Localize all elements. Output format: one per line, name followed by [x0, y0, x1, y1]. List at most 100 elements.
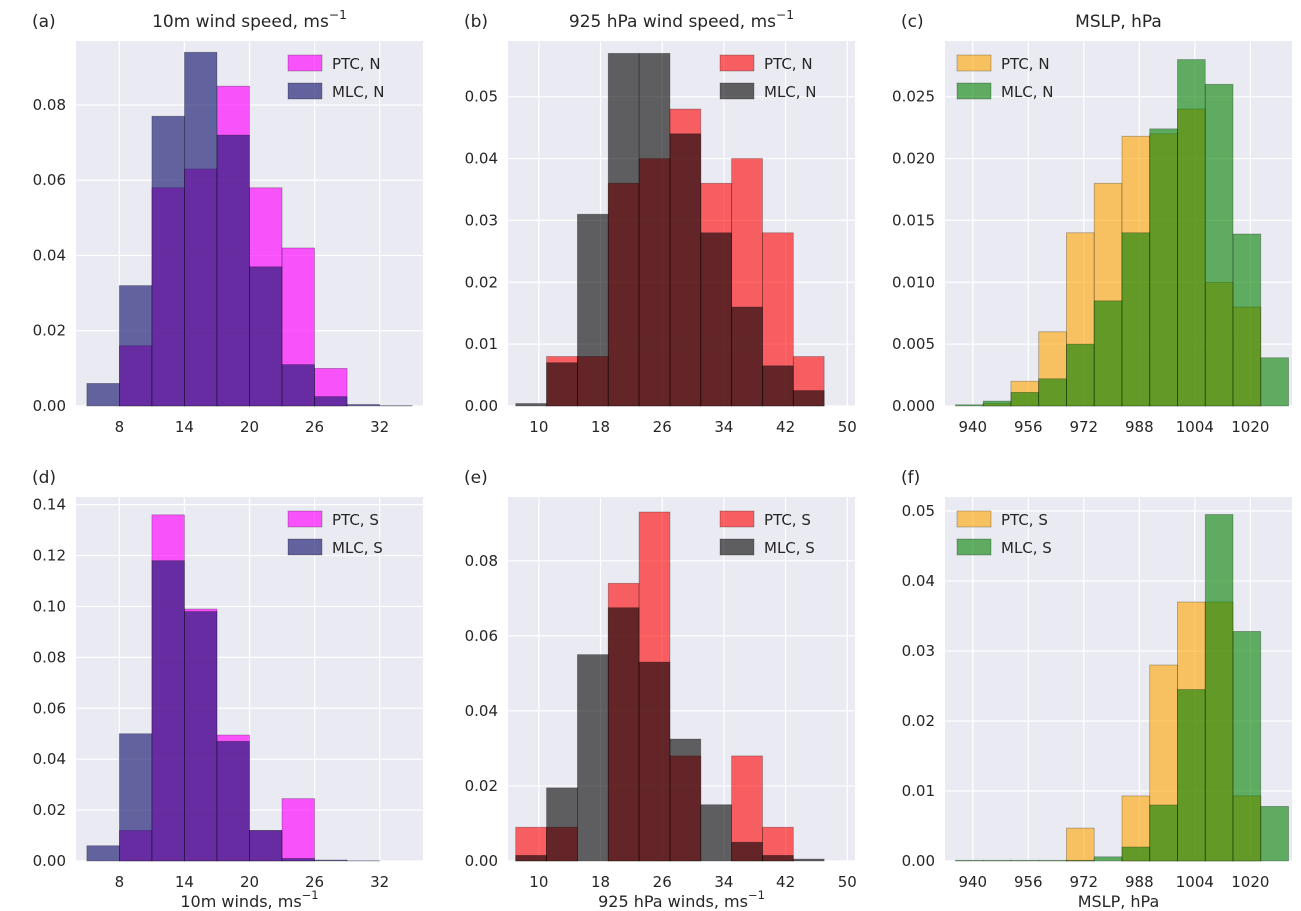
- histogram-bar: [216, 134, 250, 407]
- x-tick-label: 956: [1014, 418, 1043, 436]
- y-tick-label: 0.04: [465, 702, 498, 720]
- x-tick-label: 18: [591, 418, 610, 436]
- histogram-bar: [281, 858, 315, 862]
- y-tick-label: 0.02: [902, 712, 935, 730]
- panel-label: (e): [464, 468, 488, 488]
- panel-title: 10m wind speed, ms−1: [152, 8, 347, 32]
- histogram-bar: [669, 738, 702, 862]
- x-tick-label: 988: [1125, 873, 1154, 891]
- x-axis-label: 10m winds, ms−1: [180, 888, 318, 911]
- y-tick-label: 0.03: [902, 642, 935, 660]
- x-axis-label-text: 10m winds, ms: [180, 892, 301, 911]
- x-tick-label: 940: [958, 418, 987, 436]
- legend-swatch: [719, 538, 755, 556]
- legend-label: MLC, S: [1001, 539, 1052, 557]
- histogram-bar: [216, 740, 250, 862]
- legend-swatch: [287, 538, 323, 556]
- y-tick-label: 0.14: [33, 496, 66, 514]
- y-tick-label: 0.005: [892, 335, 935, 353]
- x-tick-label: 34: [714, 418, 733, 436]
- x-tick-label: 956: [1014, 873, 1043, 891]
- x-tick-label: 34: [714, 873, 733, 891]
- y-tick-label: 0.08: [33, 648, 66, 666]
- histogram-bar: [184, 611, 218, 862]
- legend-label: PTC, S: [1001, 511, 1048, 529]
- histogram-bar: [1038, 378, 1067, 407]
- histogram-bar: [515, 403, 547, 407]
- y-tick-label: 0.04: [33, 750, 66, 768]
- panel-f: 940 956 972 988 1004 1020 0.00 0.01 0.02 0.03 0.04…: [901, 468, 1292, 911]
- legend-swatch: [956, 538, 992, 556]
- y-tick-label: 0.00: [465, 397, 498, 415]
- histogram-bar: [1149, 128, 1178, 407]
- x-tick-label: 18: [591, 873, 610, 891]
- y-tick-label: 0.02: [465, 777, 498, 795]
- histogram-bar: [700, 804, 733, 862]
- x-tick-label: 50: [838, 873, 857, 891]
- x-tick-label: 972: [1069, 418, 1098, 436]
- y-tick-label: 0.00: [465, 852, 498, 870]
- histogram-bar: [669, 133, 702, 407]
- panel-title-text: MSLP, hPa: [1075, 12, 1162, 32]
- x-axis-label: 925 hPa winds, ms−1: [598, 888, 765, 911]
- y-tick-label: 0.05: [465, 88, 498, 106]
- panel-label: (f): [901, 468, 920, 488]
- y-tick-label: 0.03: [465, 211, 498, 229]
- histogram-bar: [1066, 343, 1095, 407]
- y-tick-label: 0.02: [465, 273, 498, 291]
- histogram-bar: [792, 390, 825, 407]
- histogram-bar: [151, 115, 185, 407]
- histogram-bar: [1093, 300, 1123, 407]
- y-tick-label: 0.010: [892, 273, 935, 291]
- x-tick-label: 20: [240, 873, 259, 891]
- series-mlc-s: [86, 560, 381, 862]
- histogram-bar: [118, 285, 153, 407]
- y-tick-label: 0.00: [33, 852, 66, 870]
- x-tick-label: 14: [175, 873, 194, 891]
- panel-title-superscript: −1: [329, 8, 347, 22]
- histogram-bar: [151, 560, 185, 862]
- histogram-bar: [638, 661, 671, 862]
- legend-label: PTC, N: [1001, 55, 1050, 73]
- panel-e: 10 18 26 34 42 50 0.00 0.02 0.04 0.06 0.08 (e) 925 h…: [464, 468, 857, 911]
- histogram-bar: [86, 845, 120, 862]
- series-mlc-n: [86, 51, 413, 407]
- y-tick-label: 0.04: [465, 150, 498, 168]
- x-axis-label-text: MSLP, hPa: [1078, 892, 1160, 911]
- histogram-bar: [86, 383, 120, 407]
- histogram-bar: [792, 858, 825, 862]
- histogram-bar: [515, 854, 547, 862]
- legend-label: MLC, N: [764, 83, 817, 101]
- panel-title-text: 10m wind speed, ms: [152, 12, 329, 32]
- legend-label: PTC, S: [764, 511, 811, 529]
- x-tick-label: 972: [1069, 873, 1098, 891]
- x-tick-label: 26: [305, 418, 324, 436]
- legend-swatch: [287, 54, 323, 72]
- x-tick-label: 1004: [1176, 873, 1214, 891]
- legend-swatch: [719, 510, 755, 528]
- x-tick-label: 8: [115, 418, 125, 436]
- panel-label: (a): [32, 12, 56, 32]
- y-tick-label: 0.06: [33, 699, 66, 717]
- series-mlc-n: [515, 52, 825, 407]
- y-tick-label: 0.015: [892, 211, 935, 229]
- x-axis-label-superscript: −1: [748, 888, 765, 902]
- histogram-bar: [577, 213, 609, 407]
- x-tick-label: 42: [776, 873, 795, 891]
- histogram-bar: [955, 404, 984, 407]
- histogram-bar: [1010, 391, 1040, 407]
- histogram-bar: [731, 841, 763, 862]
- histogram-bar: [281, 798, 315, 862]
- panel-title-superscript: −1: [776, 8, 794, 22]
- panel-label: (b): [464, 12, 488, 32]
- legend-label: PTC, N: [332, 55, 381, 73]
- histogram-bar: [314, 859, 348, 862]
- panel-c: 940 956 972 988 1004 1020 0.000 0.005 0.010 0.015…: [892, 12, 1292, 436]
- panel-b: 10 18 26 34 42 50 0.00 0.01 0.02 0.03 0.04 0.05 (b) 9…: [464, 8, 857, 436]
- legend-swatch: [719, 82, 755, 100]
- histogram-bar: [1260, 357, 1289, 407]
- histogram-bar: [346, 404, 381, 407]
- histogram-bar: [762, 365, 794, 407]
- x-axis-label-text: 925 hPa winds, ms: [598, 892, 748, 911]
